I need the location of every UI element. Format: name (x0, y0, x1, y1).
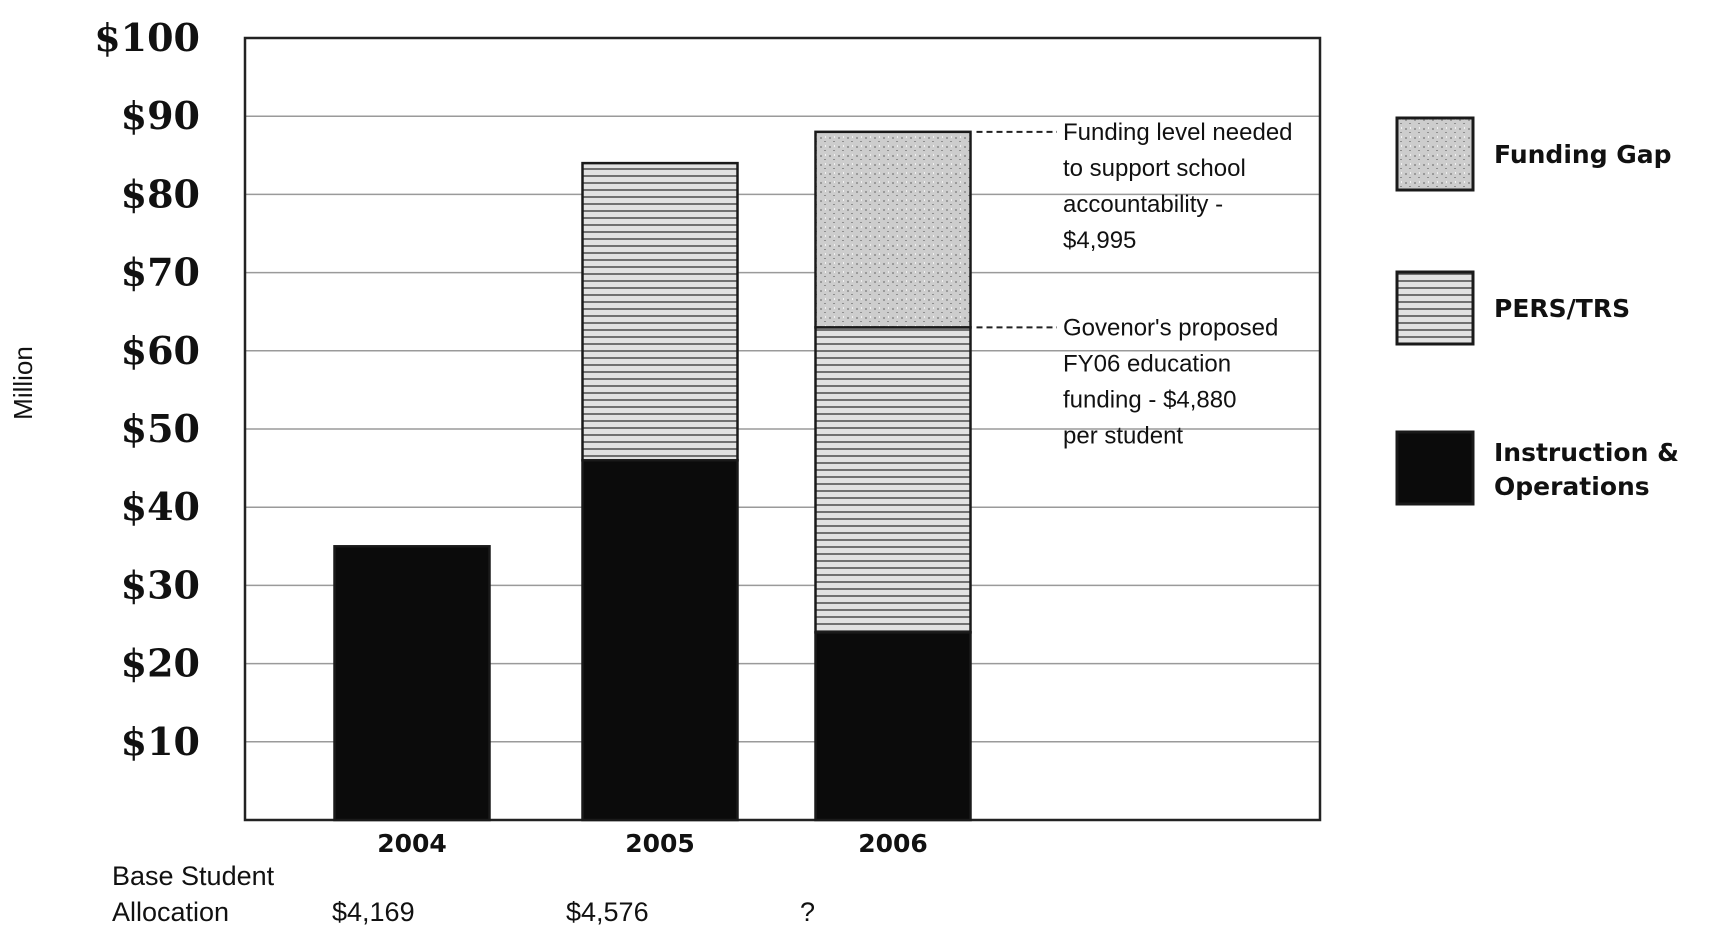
legend-swatch-funding-gap (1395, 116, 1475, 192)
y-tick-label: $60 (121, 328, 200, 373)
bar-segment-funding-gap-2006 (814, 130, 972, 329)
bar-segment-instruction-operations-2005 (581, 459, 739, 822)
legend-label: Instruction & (1494, 438, 1679, 467)
annotation-text: $4,995 (1063, 227, 1136, 254)
plot-area-frame (243, 36, 1322, 822)
y-tick-label: $30 (121, 562, 200, 607)
y-tick-label: $100 (94, 15, 200, 60)
annotation-text: Govenor's proposed (1063, 314, 1278, 341)
y-tick-label: $70 (121, 250, 200, 295)
footer-label: Allocation (112, 897, 229, 927)
bar-segment-pers-trs-2005 (581, 161, 739, 462)
bar-segment-instruction-operations-2006 (814, 631, 972, 822)
y-tick-label: $20 (121, 641, 200, 686)
annotation-text: accountability - (1063, 191, 1223, 218)
base-student-allocation-row: Base Student Allocation $4,169 $4,576? (112, 861, 815, 927)
bar-segment-pers-trs-2006 (814, 326, 972, 634)
annotation-text: funding - $4,880 (1063, 386, 1236, 413)
x-tick-label: 2004 (377, 829, 447, 858)
y-tick-label: $80 (121, 171, 200, 216)
bars (333, 130, 972, 822)
y-tick-label: $10 (121, 719, 200, 764)
legend: Funding Gap PERS/TRS Instruction & Operatio… (1395, 116, 1679, 506)
y-tick-label: $50 (121, 406, 200, 451)
annotations: Funding level needed to support school acc… (976, 119, 1293, 449)
y-axis-label: Million (8, 346, 38, 420)
legend-label: Funding Gap (1494, 140, 1672, 169)
footer-value: $4,576 (566, 897, 649, 927)
legend-label: PERS/TRS (1494, 294, 1630, 323)
y-tick-label: $90 (121, 93, 200, 138)
x-tick-label: 2005 (625, 829, 695, 858)
legend-swatch-pers-trs (1395, 270, 1475, 346)
footer-value: ? (800, 897, 815, 927)
x-axis-tick-labels: 2004 2005 2006 (377, 829, 928, 858)
bar-segment-instruction-operations-2004 (333, 545, 491, 822)
annotation-text: FY06 education (1063, 350, 1231, 377)
legend-swatch-instruction-operations (1395, 430, 1475, 506)
y-tick-label: $40 (121, 484, 200, 529)
annotation-text: to support school (1063, 155, 1246, 182)
footer-label: Base Student (112, 861, 275, 891)
annotation-text: per student (1063, 422, 1183, 449)
legend-label: Operations (1494, 472, 1650, 501)
annotation-text: Funding level needed (1063, 119, 1293, 146)
x-tick-label: 2006 (858, 829, 928, 858)
footer-value: $4,169 (332, 897, 415, 927)
y-axis-tick-labels: $10 $20 $30 $40 $50 $60 $70 $80 $90 $100 (94, 15, 200, 764)
